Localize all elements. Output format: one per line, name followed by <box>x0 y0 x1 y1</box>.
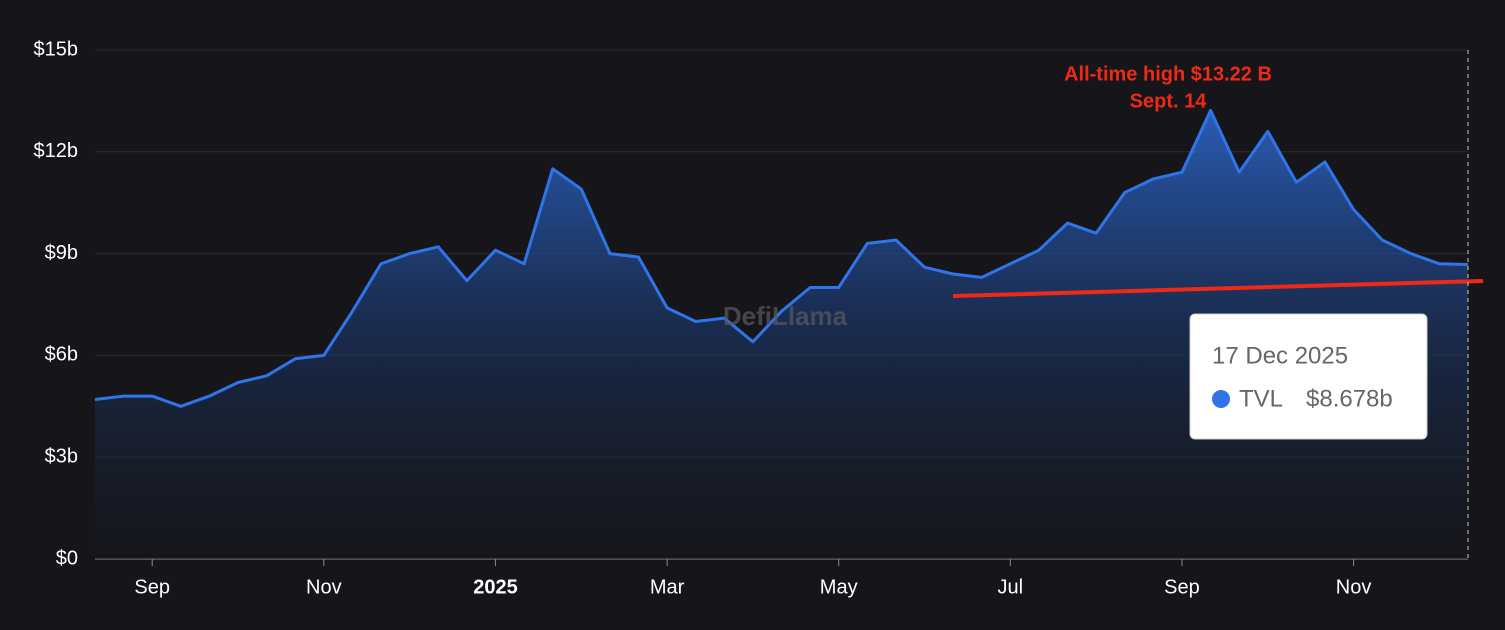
annotation: Sept. 14 <box>1130 90 1208 112</box>
x-tick-label: Mar <box>650 576 685 598</box>
tooltip-swatch <box>1212 390 1230 408</box>
y-tick-label: $0 <box>56 547 78 569</box>
tooltip-date: 17 Dec 2025 <box>1212 342 1348 369</box>
tooltip: 17 Dec 2025 TVL $8.678b <box>1189 313 1428 440</box>
y-tick-label: $9b <box>45 242 78 264</box>
tooltip-box <box>1189 313 1428 440</box>
x-tick-label: Sep <box>134 576 170 598</box>
annotation: All-time high $13.22 B <box>1064 63 1272 85</box>
line <box>94 108 1469 408</box>
tooltip-series: TVL <box>1239 385 1283 412</box>
x-tick-label: Nov <box>306 576 342 598</box>
x-tick-label: May <box>820 576 858 598</box>
x-tick-label: Jul <box>998 576 1024 598</box>
x-tick-label: Sep <box>1164 576 1200 598</box>
plot <box>94 108 1469 560</box>
tooltip-value: $8.678b <box>1306 385 1393 412</box>
watermark: DefiLlama <box>723 301 848 331</box>
y-tick-label: $3b <box>45 445 78 467</box>
y-tick-label: $6b <box>45 344 78 366</box>
y-tick-label: $12b <box>34 140 79 162</box>
area <box>95 110 1468 560</box>
trend-line <box>952 279 1484 298</box>
x-tick-label: Nov <box>1336 576 1372 598</box>
y-tick-label: $15b <box>34 38 79 60</box>
x-tick-label: 2025 <box>473 576 518 598</box>
